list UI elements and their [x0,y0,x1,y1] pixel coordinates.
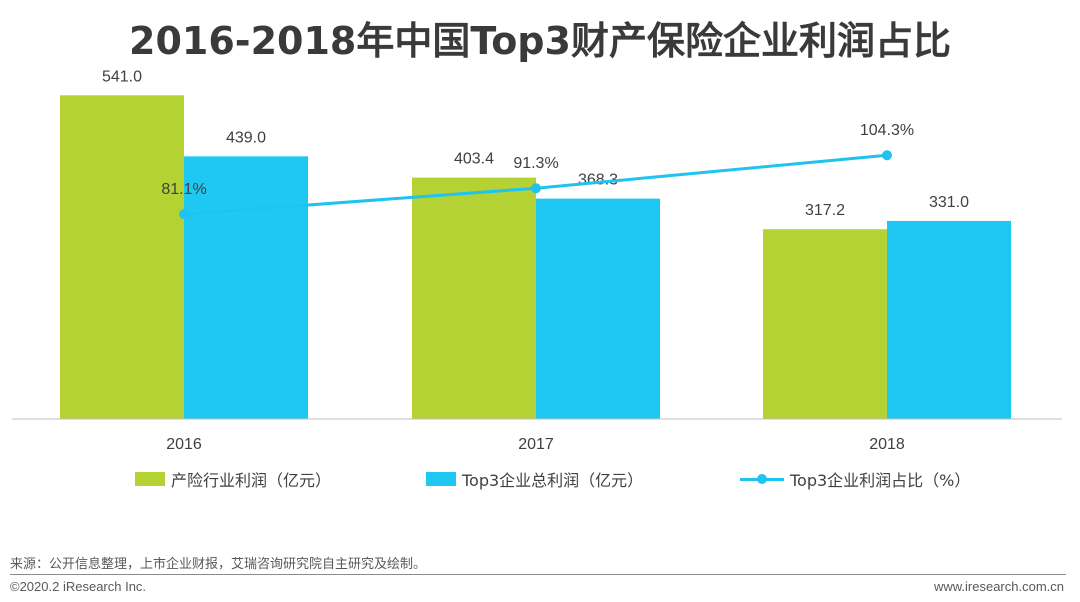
legend-label-top3-share: Top3企业利润占比（%） [790,471,971,490]
line-label-2017: 91.3% [513,155,558,172]
legend-label-industry-profit: 产险行业利润（亿元） [171,471,332,490]
bar-industry-2017 [412,177,536,419]
data-label-industry-2016: 541.0 [102,68,142,85]
legend-swatch-green [135,472,165,486]
bar-top3-2016 [184,156,308,419]
chart-legend: 产险行业利润（亿元） Top3企业总利润（亿元） Top3企业利润占比（%） [0,466,1080,492]
data-label-industry-2017: 403.4 [454,151,494,168]
line-point-2016 [179,209,189,220]
line-label-2016: 81.1% [161,181,206,198]
legend-swatch-blue [426,472,456,486]
legend-line-marker-icon [740,472,784,486]
bar-top3-2017 [536,198,660,419]
data-label-top3-2016: 439.0 [226,129,266,146]
website-link[interactable]: www.iresearch.com.cn [933,579,1064,594]
data-label-industry-2018: 317.2 [805,202,845,219]
source-note: 来源：公开信息整理，上市企业财报，艾瑞咨询研究院自主研究及绘制。 [10,557,427,572]
legend-item-top3-profit: Top3企业总利润（亿元） [426,466,643,492]
legend-label-top3-profit: Top3企业总利润（亿元） [462,471,644,490]
x-tick-label-2018: 2018 [869,436,905,453]
line-point-2018 [882,150,892,161]
bar-industry-2016 [60,95,184,419]
footer-divider [10,574,1066,575]
x-tick-label-2017: 2017 [518,436,554,453]
copyright-text: ©2020.2 iResearch Inc. [10,579,147,594]
bar-top3-2018 [887,220,1011,419]
line-label-2018: 104.3% [860,122,914,139]
data-label-top3-2018: 331.0 [929,194,969,211]
legend-item-top3-share: Top3企业利润占比（%） [740,466,970,492]
x-tick-label-2016: 2016 [166,436,202,453]
bar-industry-2018 [763,229,887,419]
line-point-2017 [531,183,541,194]
chart-title: 2016-2018年中国Top3财产保险企业利润占比 [129,19,951,63]
legend-item-industry-profit: 产险行业利润（亿元） [135,466,331,492]
